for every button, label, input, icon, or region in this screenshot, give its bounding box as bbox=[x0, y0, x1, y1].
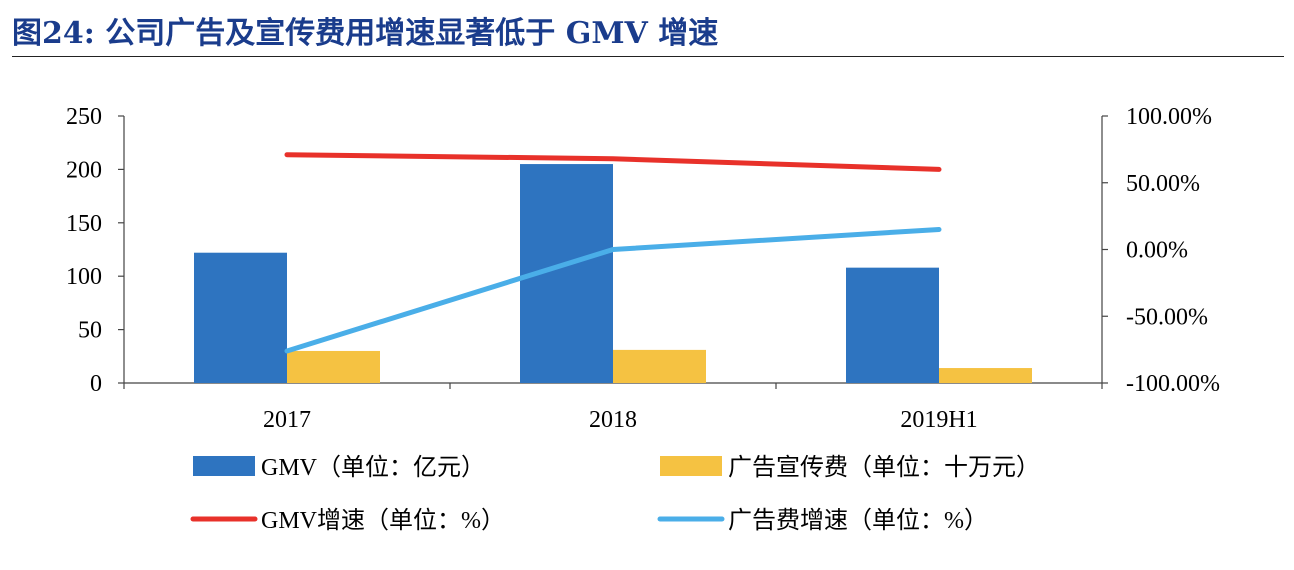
y-right-tick-label: -100.00% bbox=[1126, 371, 1220, 397]
figure-title: 图24: 公司广告及宣传费用增速显著低于 GMV 增速 bbox=[12, 16, 719, 51]
legend-label-2: GMV增速（单位：%） bbox=[261, 507, 505, 534]
bar-ad-2018 bbox=[613, 349, 706, 383]
y-right-tick-label: -50.00% bbox=[1126, 304, 1208, 330]
x-tick-label: 2017 bbox=[263, 407, 311, 433]
y-right-tick-label: 0.00% bbox=[1126, 238, 1188, 264]
y-left-tick-label: 150 bbox=[66, 211, 102, 237]
bars bbox=[194, 164, 1032, 383]
lines bbox=[284, 152, 942, 354]
legend-label-0: GMV（单位：亿元） bbox=[261, 454, 485, 481]
y-right-tick-label: 50.00% bbox=[1126, 171, 1200, 197]
legend-label-3: 广告费增速（单位：%） bbox=[728, 507, 988, 534]
y-left-tick-label: 0 bbox=[90, 371, 102, 397]
bar-gmv-2017 bbox=[194, 252, 287, 383]
bar-ad-2019H1 bbox=[939, 368, 1032, 383]
tick-labels: 0 50 100 150 200 250 -100.00% -50.00% 0.00% 50.00… bbox=[66, 104, 1220, 433]
legend-label-1: 广告宣传费（单位：十万元） bbox=[728, 454, 1040, 481]
legend: GMV（单位：亿元） 广告宣传费（单位：十万元） GMV增速（单位：%） 广告费增速（… bbox=[190, 454, 1040, 534]
x-tick-label: 2019H1 bbox=[900, 407, 977, 433]
y-left-tick-label: 100 bbox=[66, 264, 102, 290]
bar-gmv-2019H1 bbox=[846, 267, 939, 383]
title-rule bbox=[12, 56, 1284, 57]
x-tick-label: 2018 bbox=[589, 407, 637, 433]
y-left-tick-label: 50 bbox=[78, 318, 102, 344]
y-left-tick-label: 200 bbox=[66, 157, 102, 183]
y-right-tick-label: 100.00% bbox=[1126, 104, 1212, 130]
legend-swatch-0 bbox=[193, 456, 255, 476]
y-left-tick-label: 250 bbox=[66, 104, 102, 130]
line-ad-growth bbox=[284, 226, 942, 354]
legend-swatch-1 bbox=[660, 456, 722, 476]
line-gmv-growth bbox=[284, 152, 942, 172]
bar-ad-2017 bbox=[287, 350, 380, 383]
